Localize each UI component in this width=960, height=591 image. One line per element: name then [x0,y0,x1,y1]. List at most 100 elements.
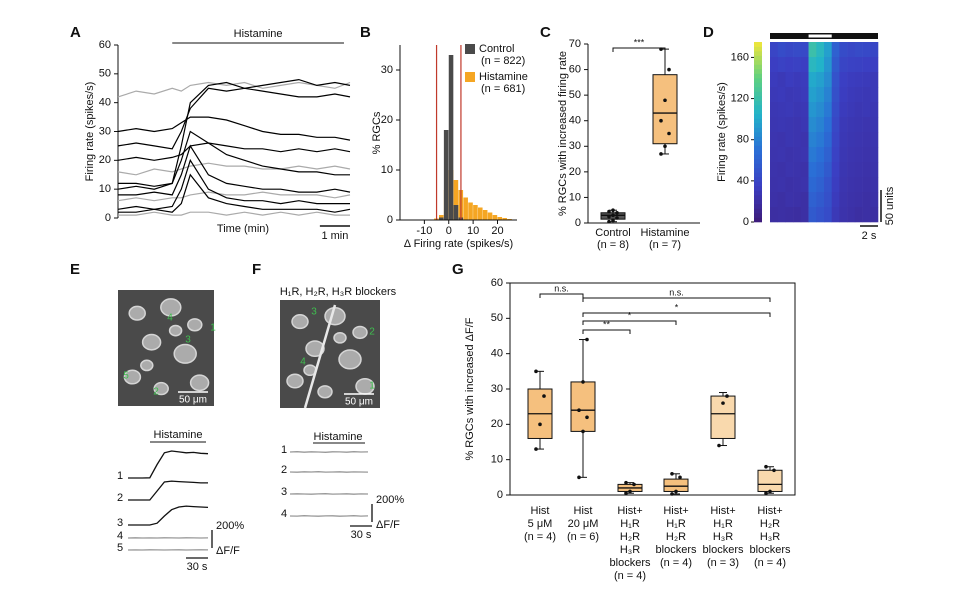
y-axis-label: % RGCs with increased ΔF/F [464,317,476,460]
heatmap-cell [816,207,825,223]
heatmap-cell [870,192,879,208]
colorbar-tick-label: 80 [737,134,749,146]
y-tick-label: 0 [105,212,111,224]
y-tick-label: 50 [99,68,111,80]
amplitude-scale-unit: ΔF/F [376,519,400,531]
heatmap-cell [785,132,794,148]
data-point [764,491,768,496]
heatmap-cell [770,162,779,178]
x-tick-label: H₁R [666,518,686,530]
heatmap-cell [816,117,825,133]
heatmap-cell [839,162,848,178]
colorbar-segment [754,195,762,200]
significance-bracket [582,312,771,317]
heatmap-cell [770,132,779,148]
trace-line [117,78,351,190]
heatmap-cell [800,57,809,73]
colorbar-segment [754,217,762,223]
colorbar-segment [754,87,762,92]
cell-body [324,306,346,326]
data-point [663,98,667,103]
heatmap-cell [816,42,825,58]
colorbar-segment [754,154,762,160]
panel-letter: G [452,261,464,278]
cell-body [333,331,347,344]
colorbar-segment [754,132,762,137]
heatmap-cell [831,102,840,118]
x-tick-label: H₂R [666,531,686,543]
x-tick-label: H₂R [620,531,640,543]
colorbar-segment [754,204,762,209]
heatmap-cell [770,207,779,223]
image-scale-label: 50 μm [345,397,373,408]
heatmap-cell [824,102,833,118]
heatmap-cell [777,147,786,163]
heatmap-cell [839,42,848,58]
heatmap-cell [800,177,809,193]
x-tick-label: H₃R [713,531,733,543]
heatmap-cell [800,162,809,178]
heatmap-cell [785,162,794,178]
x-tick-label: (n = 3) [707,557,739,569]
heatmap-cell [770,42,779,58]
heatmap-cell [800,42,809,58]
histogram-bar [487,212,493,220]
heatmap-cell [808,42,817,58]
colorbar-segment [754,114,762,119]
heatmap-cell [777,102,786,118]
heatmap-cell [793,87,802,103]
data-point [659,118,663,123]
heatmap-cell [847,72,856,88]
heatmap-cell [800,72,809,88]
cell-body [160,298,182,317]
heatmap-cell [793,72,802,88]
y-tick-label: 20 [381,114,393,126]
trace-line [117,158,350,210]
histogram-bar [453,180,459,220]
x-tick-label: 20 [491,225,503,237]
amplitude-scale-unit: ΔF/F [216,545,240,557]
cell-label: 3 [185,335,191,346]
significance-label: * [628,310,632,320]
heatmap-cell [793,42,802,58]
y-tick-label: 0 [387,214,393,226]
heatmap-cell [870,162,879,178]
heatmap-cell [816,72,825,88]
calcium-trace [128,450,209,479]
colorbar-segment [754,82,762,88]
x-tick-label: blockers [656,544,697,556]
heatmap-cell [785,147,794,163]
histogram-bar [468,202,473,220]
trace-line [117,162,351,176]
heatmap-cell [831,117,840,133]
significance-bracket [582,320,677,325]
heatmap-cell [870,117,879,133]
heatmap-cell [816,102,825,118]
heatmap-cell [777,132,786,148]
heatmap-cell [816,87,825,103]
x-tick-label: 5 μM [528,518,553,530]
data-point [772,468,776,473]
cell-body [173,343,197,364]
heatmap-cell [847,102,856,118]
heatmap-cell [785,207,794,223]
x-tick-label: Hist+ [663,505,688,517]
legend-label: Histamine [479,71,528,83]
y-tick-label: 40 [491,348,503,360]
heatmap-cell [854,162,863,178]
colorbar-segment [754,199,762,205]
heatmap-cell [770,72,779,88]
y-tick-label: 10 [569,191,581,203]
trace-label: 2 [117,492,123,504]
heatmap-cell [870,87,879,103]
heatmap-cell [777,207,786,223]
trace-label: 2 [281,464,287,476]
heatmap-cell [777,162,786,178]
colorbar-segment [754,172,762,178]
calcium-trace [128,480,208,501]
histogram-bar [502,218,507,220]
heatmap-cell [777,57,786,73]
heatmap-cell [770,117,779,133]
heatmap-cell [824,117,833,133]
panel-letter: B [360,24,371,41]
